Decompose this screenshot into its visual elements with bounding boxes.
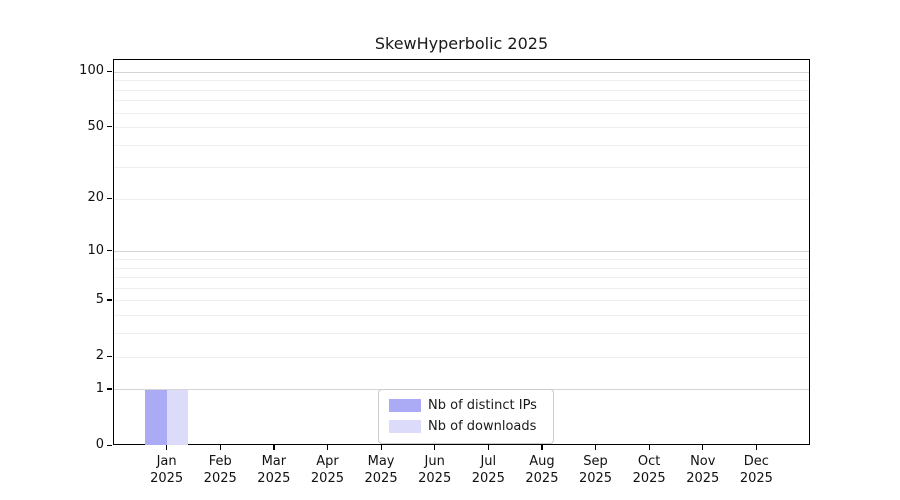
y-tick-label-10: 10 [87, 242, 104, 258]
y-tick-2 [107, 355, 112, 357]
x-tick-2 [219, 445, 221, 450]
gridline-minor-8 [114, 268, 809, 269]
x-tick-label-may: May 2025 [364, 454, 398, 486]
x-tick-label-feb: Feb 2025 [203, 454, 237, 486]
legend-label-downloads: Nb of downloads [428, 419, 537, 434]
legend-item-downloads: Nb of downloads [389, 416, 543, 437]
y-tick-1 [107, 388, 112, 390]
y-tick-50 [107, 126, 112, 128]
y-tick-label-100: 100 [79, 63, 104, 79]
x-tick-3 [273, 445, 275, 450]
gridline-minor-90 [114, 80, 809, 81]
legend-item-distinct-ips: Nb of distinct IPs [389, 395, 543, 416]
gridline-minor-60 [114, 113, 809, 114]
y-tick-5 [107, 299, 112, 301]
legend: Nb of distinct IPs Nb of downloads [378, 389, 554, 444]
gridline-minor-3 [114, 333, 809, 334]
distinct-ips-swatch-icon [389, 399, 421, 412]
gridline-minor-50 [114, 127, 809, 128]
x-tick-11 [702, 445, 704, 450]
chart-title: SkewHyperbolic 2025 [374, 34, 549, 53]
gridline-major-10 [114, 251, 809, 252]
x-tick-1 [166, 445, 168, 450]
gridline-minor-70 [114, 100, 809, 101]
y-tick-label-20: 20 [87, 190, 104, 206]
x-tick-6 [434, 445, 436, 450]
y-tick-label-2: 2 [95, 348, 104, 364]
downloads-swatch-icon [389, 420, 421, 433]
legend-label-distinct-ips: Nb of distinct IPs [428, 398, 537, 413]
plot-area: Nb of distinct IPs Nb of downloads [113, 59, 810, 445]
x-tick-12 [755, 445, 758, 450]
gridline-minor-5 [114, 300, 809, 301]
gridline-minor-6 [114, 288, 809, 289]
x-tick-8 [541, 445, 543, 450]
x-tick-label-apr: Apr 2025 [310, 454, 344, 486]
gridline-minor-4 [114, 315, 809, 316]
y-tick-10 [107, 250, 112, 252]
y-tick-label-1: 1 [95, 380, 104, 396]
x-tick-label-dec: Dec 2025 [739, 454, 773, 486]
x-tick-7 [487, 445, 489, 450]
x-tick-4 [326, 445, 329, 450]
y-tick-0 [107, 444, 112, 446]
x-tick-label-mar: Mar 2025 [257, 454, 291, 486]
gridline-minor-7 [114, 277, 809, 278]
gridline-major-100 [114, 72, 809, 73]
y-tick-label-50: 50 [87, 118, 104, 134]
gridline-minor-2 [114, 357, 809, 358]
bar-nb-of-downloads-jan-2025 [166, 389, 189, 445]
x-tick-label-nov: Nov 2025 [686, 454, 720, 486]
gridline-minor-30 [114, 167, 809, 168]
y-tick-label-5: 5 [95, 291, 104, 307]
x-tick-label-aug: Aug 2025 [525, 454, 559, 486]
x-tick-label-jan: Jan 2025 [150, 454, 184, 486]
x-tick-label-jun: Jun 2025 [418, 454, 452, 486]
y-tick-20 [107, 197, 112, 200]
gridline-minor-40 [114, 145, 809, 146]
gridline-minor-80 [114, 90, 809, 91]
y-tick-100 [107, 70, 112, 72]
gridline-minor-20 [114, 199, 809, 200]
x-tick-label-oct: Oct 2025 [632, 454, 666, 486]
y-tick-label-0: 0 [95, 437, 104, 452]
gridline-minor-9 [114, 259, 809, 260]
x-tick-label-sep: Sep 2025 [578, 454, 613, 486]
bar-nb-of-distinct-ips-jan-2025 [145, 389, 167, 445]
x-tick-5 [380, 445, 382, 450]
x-tick-label-jul: Jul 2025 [471, 454, 505, 486]
x-tick-10 [648, 445, 650, 450]
x-tick-9 [595, 445, 597, 450]
